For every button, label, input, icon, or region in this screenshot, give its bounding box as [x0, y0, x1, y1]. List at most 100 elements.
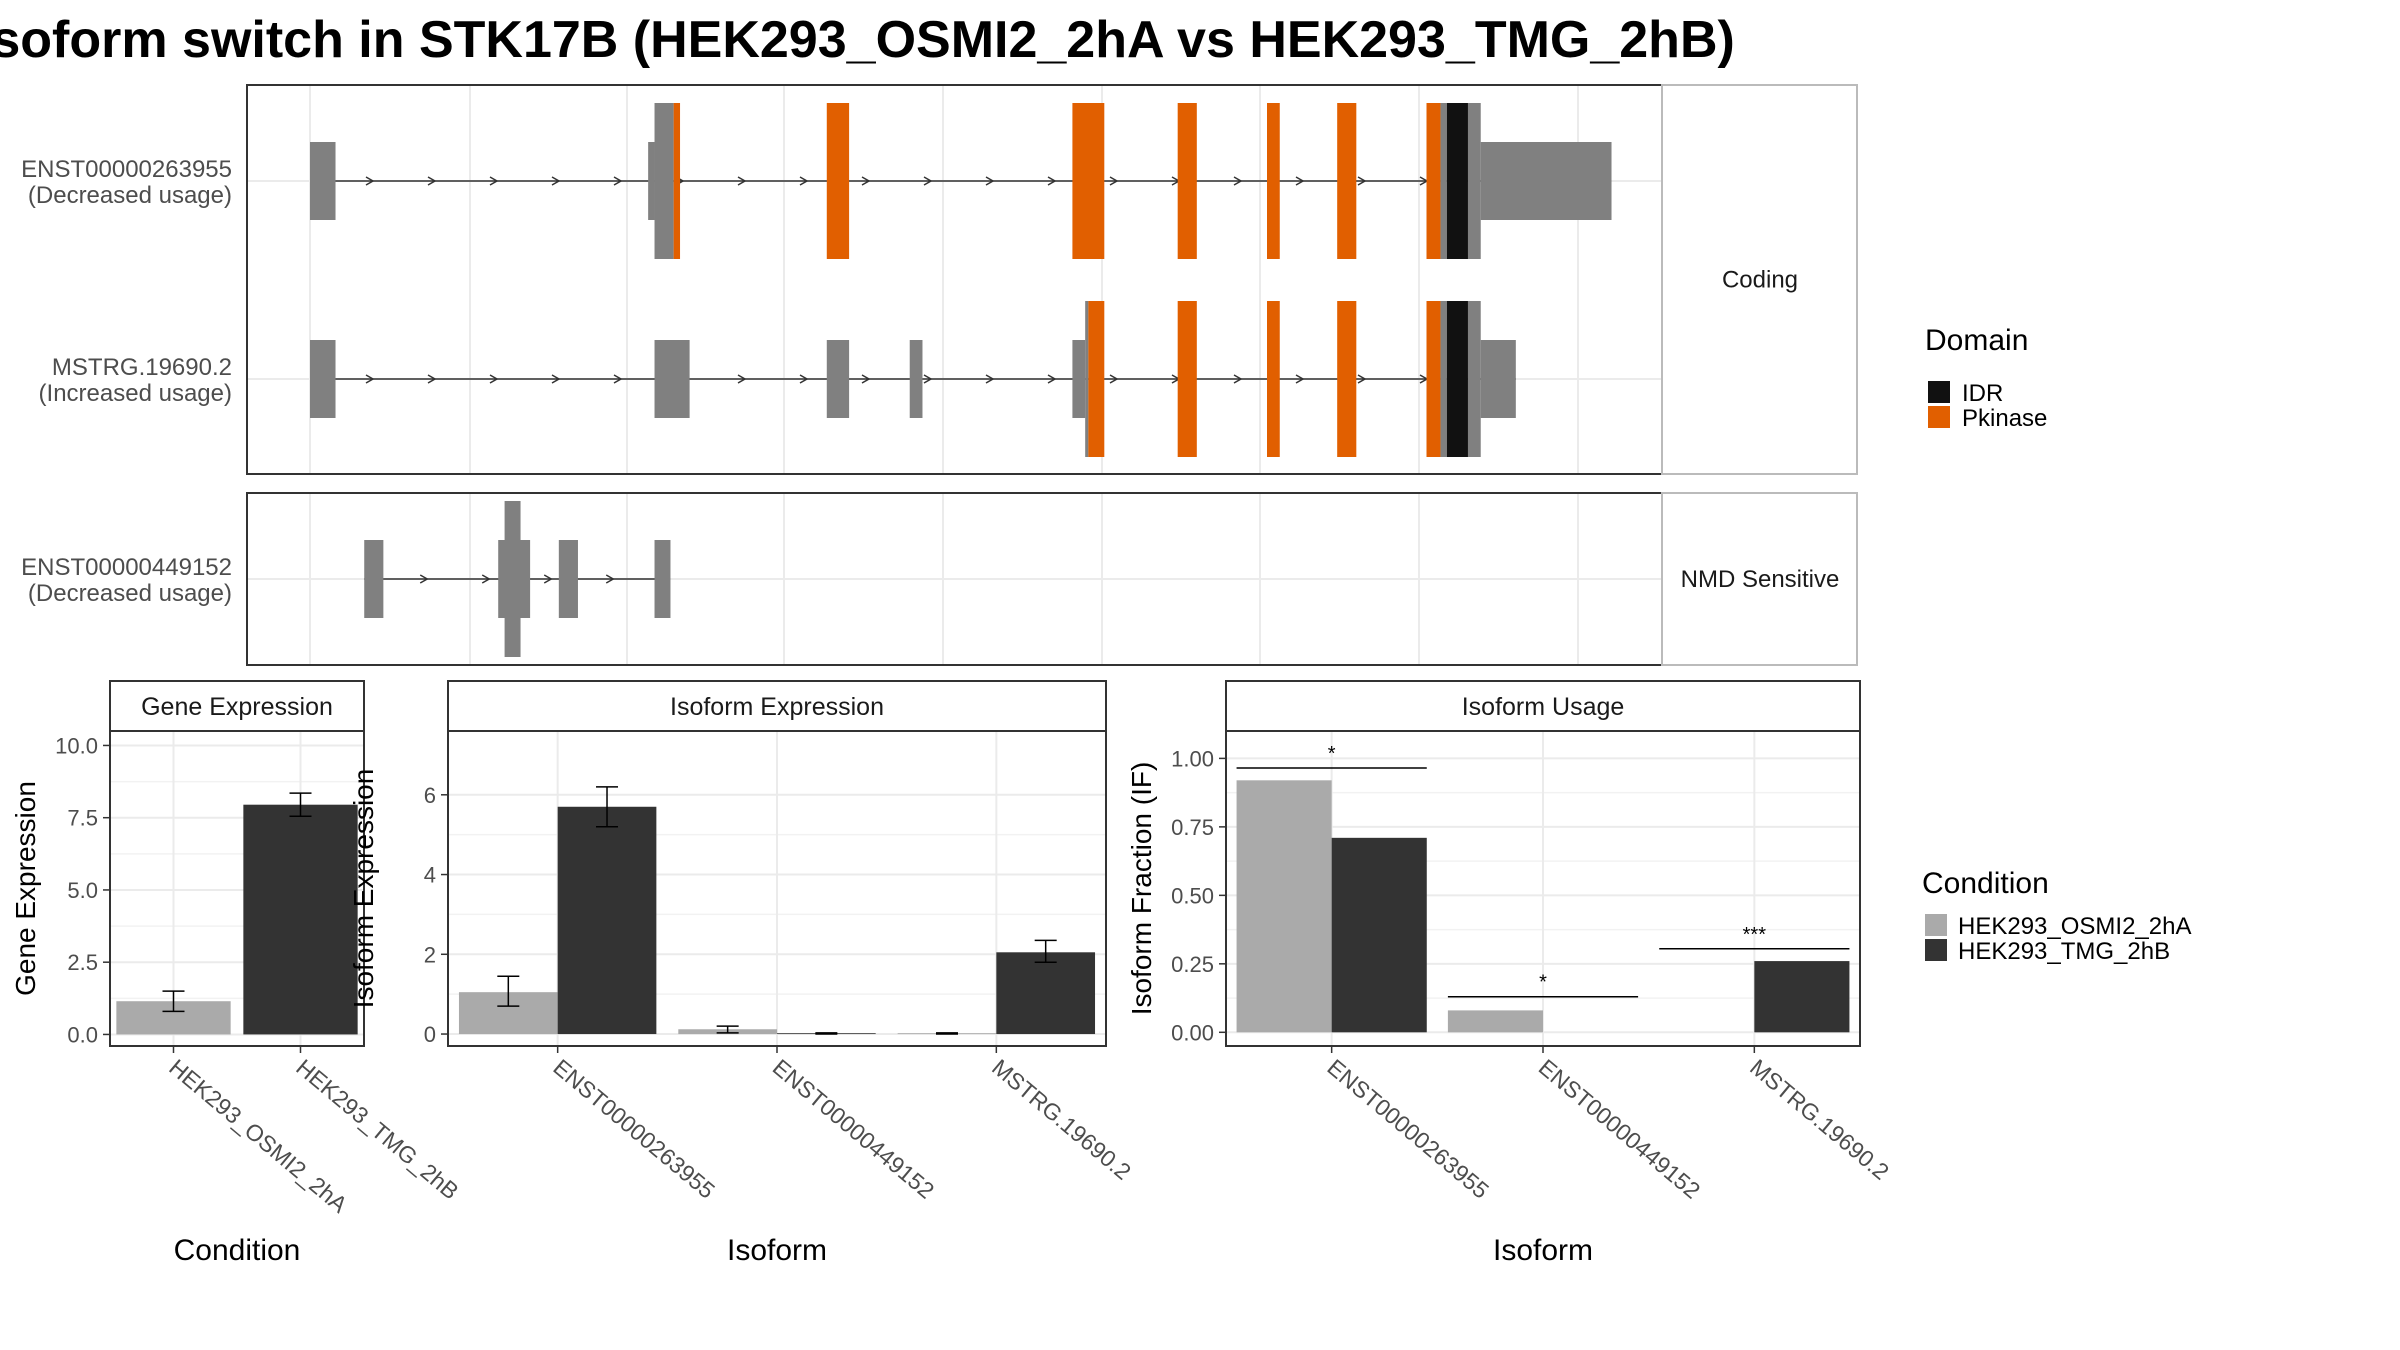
bar: [243, 804, 358, 1035]
intron-arrow: [1233, 374, 1243, 384]
y-tick-label: 0: [424, 1022, 436, 1047]
intron-arrow: [861, 374, 871, 384]
chart-title: Isoform Usage: [1462, 693, 1625, 721]
isoform-usage-note: (Decreased usage): [28, 580, 232, 607]
intron-arrow: [1295, 374, 1305, 384]
intron-arrow: [1109, 374, 1119, 384]
y-tick-label: 5.0: [67, 878, 98, 903]
condition-legend-title: Condition: [1922, 867, 2049, 900]
domain-legend-swatch: [1928, 381, 1950, 403]
intron-arrow: [543, 574, 553, 584]
significance-label: ***: [1743, 924, 1767, 946]
exon-block: [648, 142, 655, 220]
intron-arrow: [551, 176, 561, 186]
y-tick-label: 0.25: [1171, 952, 1214, 977]
y-axis-title: Gene Expression: [10, 781, 41, 996]
isoform-usage-note: (Increased usage): [39, 380, 232, 407]
y-tick-label: 10.0: [55, 733, 98, 758]
pkinase-domain-block: [1072, 103, 1105, 259]
isoform-label: MSTRG.19690.2: [52, 354, 232, 381]
domain-legend-swatch: [1928, 406, 1950, 428]
facet-strip: [1661, 84, 1858, 475]
pkinase-domain-block: [1426, 301, 1441, 457]
exon-block: [310, 340, 336, 418]
exon-block: [1467, 103, 1481, 259]
exon-block: [1480, 142, 1612, 220]
exon-block: [654, 103, 674, 259]
y-tick-label: 2.5: [67, 950, 98, 975]
exon-block: [1440, 103, 1447, 259]
y-tick-label: 0.0: [67, 1022, 98, 1047]
pkinase-domain-block: [1426, 103, 1441, 259]
exon-block: [1085, 301, 1089, 457]
exon-block: [826, 340, 850, 418]
y-tick-label: 6: [424, 783, 436, 808]
intron-arrow: [799, 374, 809, 384]
exon-block: [364, 540, 384, 618]
intron-arrow: [427, 176, 437, 186]
intron-arrow: [605, 574, 615, 584]
exon-block: [1480, 340, 1516, 418]
chart-title: Isoform Expression: [670, 693, 884, 721]
y-tick-label: 4: [424, 863, 436, 888]
x-axis-title: Condition: [174, 1234, 301, 1267]
intron-arrow: [613, 374, 623, 384]
condition-legend-swatch: [1925, 939, 1947, 961]
intron-arrow: [365, 176, 375, 186]
y-tick-label: 0.50: [1171, 883, 1214, 908]
intron-arrow: [923, 176, 933, 186]
exon-block: [654, 340, 690, 418]
intron-arrow: [1357, 176, 1367, 186]
exon-block: [1440, 301, 1447, 457]
intron-arrow: [365, 374, 375, 384]
intron-arrow: [799, 176, 809, 186]
pkinase-domain-block: [1177, 103, 1197, 259]
y-axis-title: Isoform Expression: [348, 769, 379, 1009]
intron-arrow: [489, 374, 499, 384]
y-tick-label: 0.00: [1171, 1020, 1214, 1045]
bar: [1236, 780, 1332, 1033]
intron-arrow: [427, 374, 437, 384]
chart-panel-border: [109, 730, 365, 1047]
pkinase-domain-block: [673, 103, 681, 259]
x-axis-title: Isoform: [1493, 1234, 1593, 1267]
chart-strip: [109, 680, 365, 732]
intron-arrow: [551, 374, 561, 384]
bar: [557, 806, 657, 1035]
pkinase-domain-block: [1267, 301, 1280, 457]
isoform-label: ENST00000263955: [21, 156, 232, 183]
pkinase-domain-block: [826, 103, 850, 259]
domain-legend-label: Pkinase: [1962, 405, 2047, 432]
pkinase-domain-block: [1267, 103, 1280, 259]
exon-block: [558, 540, 578, 618]
figure-title: The isoform switch in STK17B (HEK293_OSM…: [0, 11, 1735, 69]
exon-block: [310, 142, 336, 220]
intron-arrow: [1295, 176, 1305, 186]
pkinase-domain-block: [1177, 301, 1197, 457]
y-tick-label: 7.5: [67, 806, 98, 831]
x-tick-label: MSTRG.19690.2: [987, 1054, 1136, 1185]
idr-domain-block: [1446, 301, 1468, 457]
structure-panel-bg: [247, 85, 1662, 474]
y-tick-label: 1.00: [1171, 746, 1214, 771]
isoform-usage-note: (Decreased usage): [28, 182, 232, 209]
chart-title: Gene Expression: [141, 693, 333, 721]
bar: [996, 952, 1096, 1035]
isoform-label: ENST00000449152: [21, 554, 232, 581]
bar: [1754, 961, 1850, 1033]
intron-arrow: [985, 374, 995, 384]
y-tick-label: 0.75: [1171, 815, 1214, 840]
x-axis-title: Isoform: [727, 1234, 827, 1267]
x-tick-label: ENST00000263955: [548, 1054, 720, 1204]
exon-block: [1467, 301, 1481, 457]
condition-legend-label: HEK293_TMG_2hB: [1958, 938, 2170, 965]
condition-legend-label: HEK293_OSMI2_2hA: [1958, 913, 2191, 940]
intron-arrow: [985, 176, 995, 186]
bar: [1447, 1010, 1543, 1033]
exon-block: [654, 540, 671, 618]
intron-arrow: [613, 176, 623, 186]
intron-arrow: [419, 574, 429, 584]
facet-strip: [1661, 492, 1858, 666]
significance-label: *: [1539, 972, 1547, 994]
